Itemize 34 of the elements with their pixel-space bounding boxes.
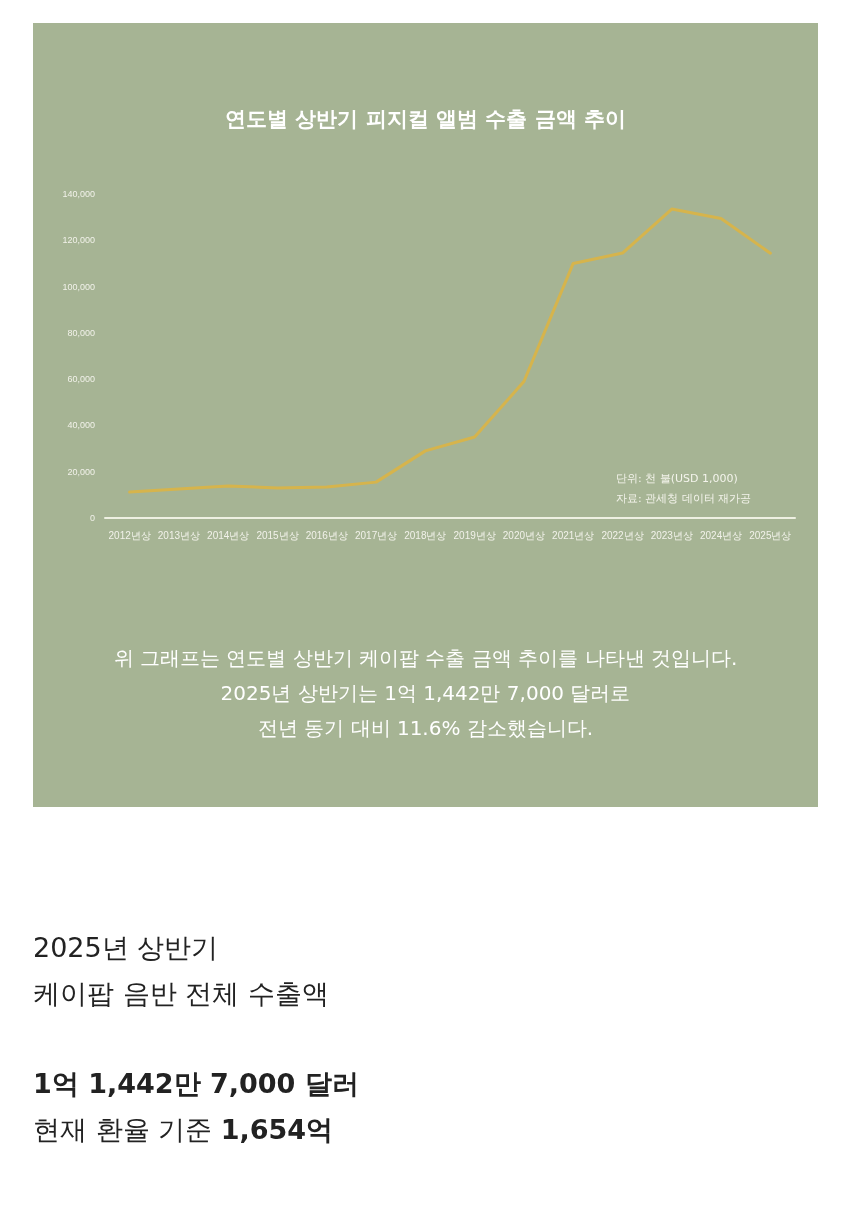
text: 2025년 상반기	[33, 931, 220, 965]
x-tick-label: 2020년상	[502, 529, 546, 541]
x-tick-label: 2023년상	[650, 529, 693, 541]
text: 2025년 상반기는 1억 1,442만 7,000 달러로	[219, 680, 632, 707]
text: 현재 환율 기준	[33, 1114, 214, 1145]
y-tick-label: 40,000	[67, 420, 95, 431]
annotation: 자료: 관세청 데이터 재가공	[616, 491, 752, 507]
x-tick-label: 2016년상	[305, 529, 348, 541]
text: 1,654억	[220, 1114, 334, 1145]
x-tick-label: 2024년상	[699, 529, 743, 541]
text: 케이팝 음반 전체 수출액	[33, 977, 330, 1011]
annotation: 단위: 천 불(USD 1,000)	[616, 471, 739, 487]
x-tick-label: 2017년상	[354, 529, 398, 541]
text: 전년 동기 대비 11.6% 감소했습니다.	[256, 715, 595, 742]
x-tick-label: 2013년상	[157, 529, 201, 541]
x-tick-label: 2018년상	[404, 529, 447, 541]
x-tick-label: 2022년상	[601, 529, 644, 541]
x-tick-label: 2019년상	[453, 529, 496, 541]
y-tick-label: 100,000	[62, 281, 95, 292]
y-tick-label: 0	[89, 513, 95, 523]
chart-title: 연도별 상반기 피지컬 앨범 수출 금액 추이	[224, 106, 627, 133]
text: 1억 1,442만 7,000 달러	[33, 1067, 359, 1101]
text: 위 그래프는 연도별 상반기 케이팝 수출 금액 추이를 나타낸 것입니다.	[112, 645, 739, 672]
line-series	[128, 207, 772, 494]
x-tick-label: 2015년상	[256, 529, 299, 541]
x-tick-label: 2014년상	[207, 529, 250, 541]
y-tick-label: 20,000	[67, 466, 95, 477]
x-tick-label: 2025년상	[749, 529, 792, 541]
y-tick-label: 60,000	[67, 374, 95, 385]
y-tick-label: 80,000	[67, 327, 95, 338]
x-tick-label: 2012년상	[108, 529, 151, 541]
y-tick-label: 140,000	[62, 189, 95, 199]
y-tick-label: 120,000	[62, 235, 95, 246]
x-tick-label: 2021년상	[552, 529, 595, 541]
